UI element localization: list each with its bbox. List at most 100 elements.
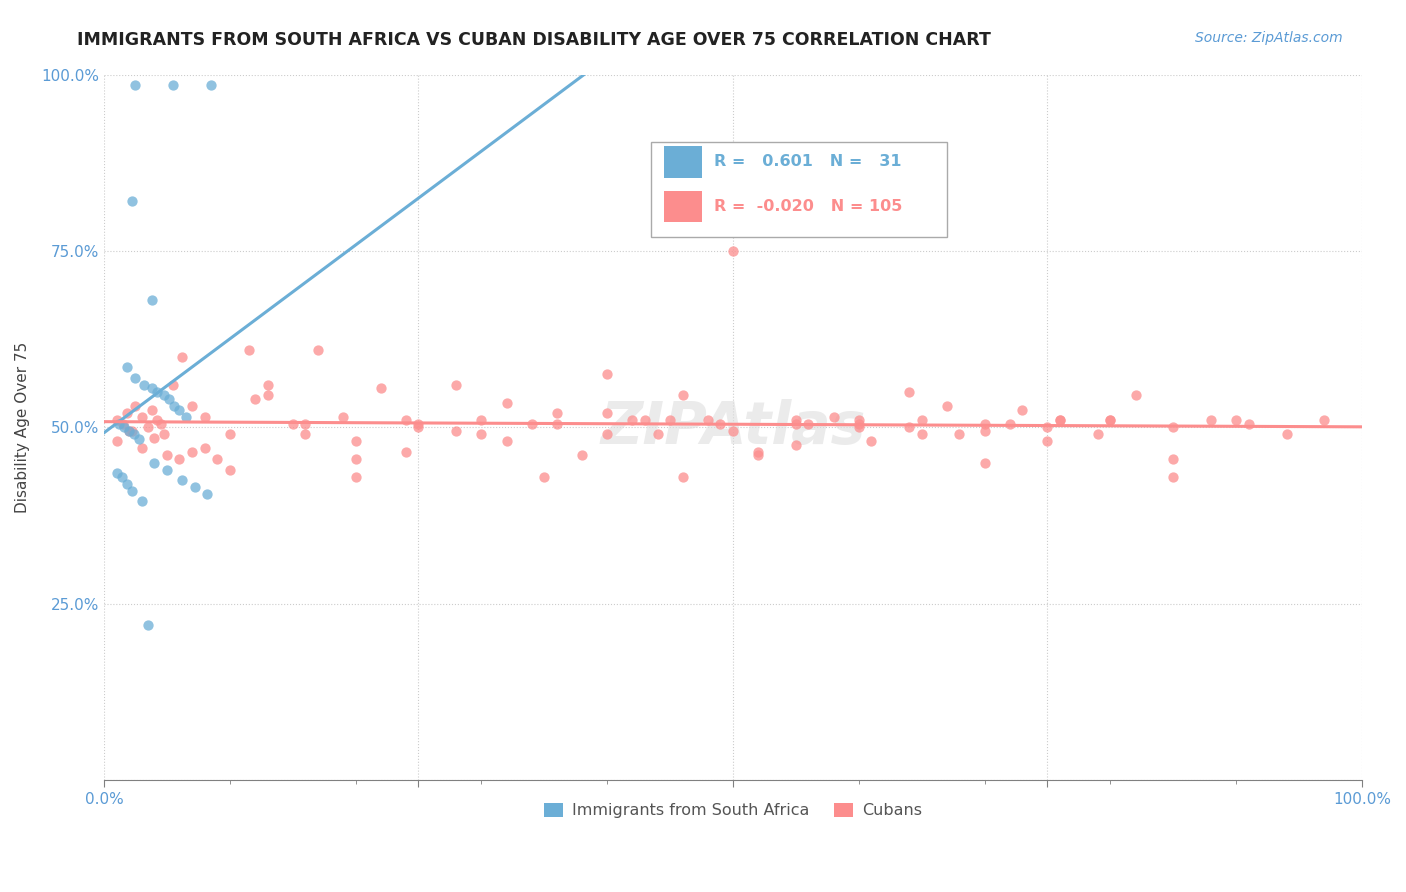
Point	[797, 417, 820, 431]
Point	[153, 388, 176, 402]
Point	[200, 78, 222, 92]
Point	[470, 413, 492, 427]
Point	[121, 483, 143, 498]
Point	[243, 392, 266, 406]
Point	[848, 417, 870, 431]
Point	[621, 413, 644, 427]
Point	[696, 413, 718, 427]
Point	[141, 381, 163, 395]
Point	[294, 417, 316, 431]
Point	[998, 417, 1021, 431]
Point	[1049, 413, 1071, 427]
Point	[115, 360, 138, 375]
Point	[256, 378, 278, 392]
Point	[911, 427, 934, 442]
Point	[823, 409, 845, 424]
Point	[112, 420, 135, 434]
Point	[1161, 469, 1184, 483]
Text: Source: ZipAtlas.com: Source: ZipAtlas.com	[1195, 31, 1343, 45]
Point	[898, 384, 921, 399]
Point	[709, 417, 731, 431]
Point	[110, 469, 132, 483]
Point	[395, 445, 418, 459]
Point	[344, 434, 367, 449]
Point	[162, 378, 184, 392]
Point	[935, 399, 957, 413]
Point	[659, 413, 682, 427]
FancyBboxPatch shape	[664, 191, 702, 222]
Point	[860, 434, 883, 449]
Point	[146, 413, 169, 427]
Point	[163, 399, 186, 413]
Point	[395, 413, 418, 427]
Point	[143, 431, 166, 445]
Point	[1036, 420, 1059, 434]
Point	[136, 420, 159, 434]
Text: R =   0.601   N =   31: R = 0.601 N = 31	[714, 154, 901, 169]
Point	[1011, 402, 1033, 417]
Point	[785, 417, 807, 431]
Point	[495, 434, 517, 449]
Point	[195, 487, 218, 501]
Point	[495, 395, 517, 409]
Point	[118, 424, 141, 438]
Point	[115, 476, 138, 491]
Point	[156, 449, 179, 463]
Point	[170, 473, 193, 487]
Point	[122, 427, 145, 442]
Point	[194, 442, 217, 456]
Point	[1099, 413, 1122, 427]
Point	[146, 384, 169, 399]
Point	[294, 427, 316, 442]
Point	[105, 466, 128, 480]
Point	[546, 406, 568, 420]
Point	[194, 409, 217, 424]
Point	[672, 469, 695, 483]
Point	[721, 424, 744, 438]
Point	[124, 371, 146, 385]
Point	[131, 409, 153, 424]
Point	[747, 449, 769, 463]
Point	[1225, 413, 1247, 427]
Text: R =  -0.020   N = 105: R = -0.020 N = 105	[714, 199, 903, 214]
Point	[1199, 413, 1222, 427]
Text: ZIPAtlas: ZIPAtlas	[600, 399, 866, 456]
Legend: Immigrants from South Africa, Cubans: Immigrants from South Africa, Cubans	[537, 797, 929, 825]
Point	[156, 462, 179, 476]
Point	[181, 445, 204, 459]
Point	[162, 78, 184, 92]
Point	[1099, 413, 1122, 427]
Point	[131, 442, 153, 456]
Point	[973, 456, 995, 470]
Point	[911, 413, 934, 427]
Point	[115, 406, 138, 420]
Point	[205, 452, 228, 467]
Point	[533, 469, 555, 483]
Point	[238, 343, 260, 357]
Point	[973, 417, 995, 431]
Point	[1161, 420, 1184, 434]
Point	[170, 350, 193, 364]
Point	[181, 399, 204, 413]
Point	[105, 413, 128, 427]
Point	[121, 424, 143, 438]
Point	[721, 244, 744, 258]
Point	[1087, 427, 1109, 442]
Point	[973, 424, 995, 438]
Point	[1313, 413, 1336, 427]
Point	[169, 452, 191, 467]
Point	[141, 402, 163, 417]
Point	[131, 494, 153, 508]
Point	[256, 388, 278, 402]
Point	[105, 434, 128, 449]
Point	[634, 413, 657, 427]
Point	[785, 413, 807, 427]
Point	[218, 462, 240, 476]
Point	[546, 417, 568, 431]
Point	[1049, 413, 1071, 427]
Point	[370, 381, 392, 395]
Point	[647, 427, 669, 442]
Point	[848, 413, 870, 427]
Point	[136, 617, 159, 632]
Point	[848, 420, 870, 434]
